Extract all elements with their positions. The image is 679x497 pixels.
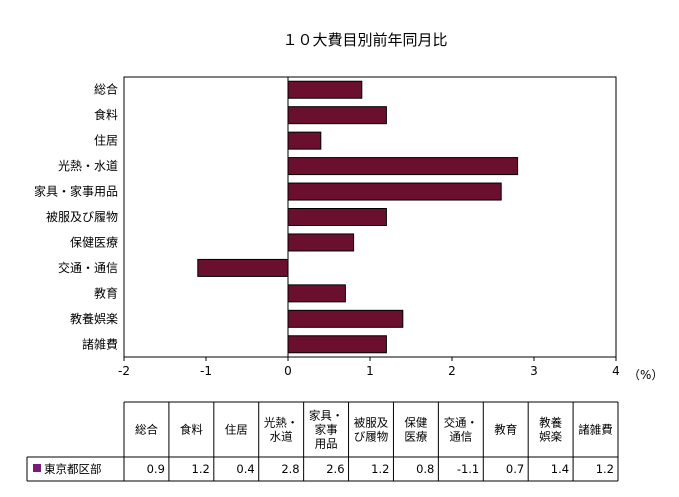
table-header: び履物 [354, 430, 389, 444]
bar [287, 284, 346, 303]
table-header: 用品 [315, 437, 338, 451]
category-label: 住居 [94, 134, 118, 148]
table-header: 光熱・ [264, 416, 299, 430]
table-header: 娯楽 [539, 430, 562, 444]
category-label: 食料 [94, 107, 118, 122]
category-label: 光熱・水道 [58, 159, 118, 173]
table-header: 被服及 [354, 416, 389, 430]
bar [197, 258, 289, 277]
table-cell: 1.2 [371, 462, 389, 476]
table-cell: 2.6 [326, 462, 344, 476]
table-row-label: 東京都区部 [44, 462, 102, 476]
table-header: 医療 [404, 430, 427, 444]
bar [287, 131, 322, 150]
chart-title: １０大費目別前年同月比 [282, 31, 447, 49]
table-cell: 1.2 [192, 462, 210, 476]
bar [287, 208, 387, 226]
category-label: 家具・家事用品 [34, 184, 118, 199]
category-label: 交通・通信 [58, 260, 118, 275]
table-cell: 0.8 [416, 462, 434, 476]
table-cell: 0.7 [506, 462, 524, 476]
x-tick-label: -2 [118, 364, 130, 378]
x-tick-label: 4 [612, 364, 620, 378]
category-label: 教育 [94, 285, 118, 300]
table-cell: 0.9 [147, 462, 165, 476]
category-label: 保健医療 [70, 235, 118, 249]
table-header: 食料 [180, 423, 203, 437]
table-header: 教育 [494, 423, 517, 437]
category-label: 被服及び履物 [46, 210, 118, 224]
x-tick-label: -1 [200, 364, 212, 378]
table-cell: -1.1 [457, 462, 479, 476]
category-label: 教養娯楽 [70, 311, 118, 326]
table-cell: 0.4 [236, 462, 254, 476]
bar [287, 80, 363, 99]
x-tick-label: 2 [448, 364, 456, 378]
table-header: 家事 [315, 423, 338, 437]
bar [287, 335, 387, 354]
table-header: 保健 [404, 416, 427, 430]
table-header: 水道 [270, 430, 293, 444]
table-header: 通信 [449, 430, 472, 444]
table-header: 家具・ [309, 409, 344, 423]
bar [287, 309, 404, 328]
table-cell: 1.2 [596, 462, 614, 476]
legend-swatch [33, 464, 41, 472]
bar [287, 106, 387, 125]
table-cell: 1.4 [551, 462, 569, 476]
table-header: 総合 [135, 423, 158, 437]
table-header: 教養 [539, 416, 562, 430]
table-header: 諸雑費 [578, 423, 613, 437]
x-unit-label: （%） [628, 368, 663, 382]
bar [287, 233, 355, 252]
bar [287, 182, 502, 201]
table-cell: 2.8 [281, 462, 299, 476]
table-header: 住居 [225, 423, 248, 437]
table-header: 交通・ [444, 416, 479, 430]
category-label: 諸雑費 [82, 336, 118, 351]
x-tick-label: 0 [284, 364, 292, 378]
x-tick-label: 1 [366, 364, 374, 378]
category-label: 総合 [94, 82, 118, 97]
x-tick-label: 3 [530, 364, 538, 378]
bar [287, 157, 519, 176]
